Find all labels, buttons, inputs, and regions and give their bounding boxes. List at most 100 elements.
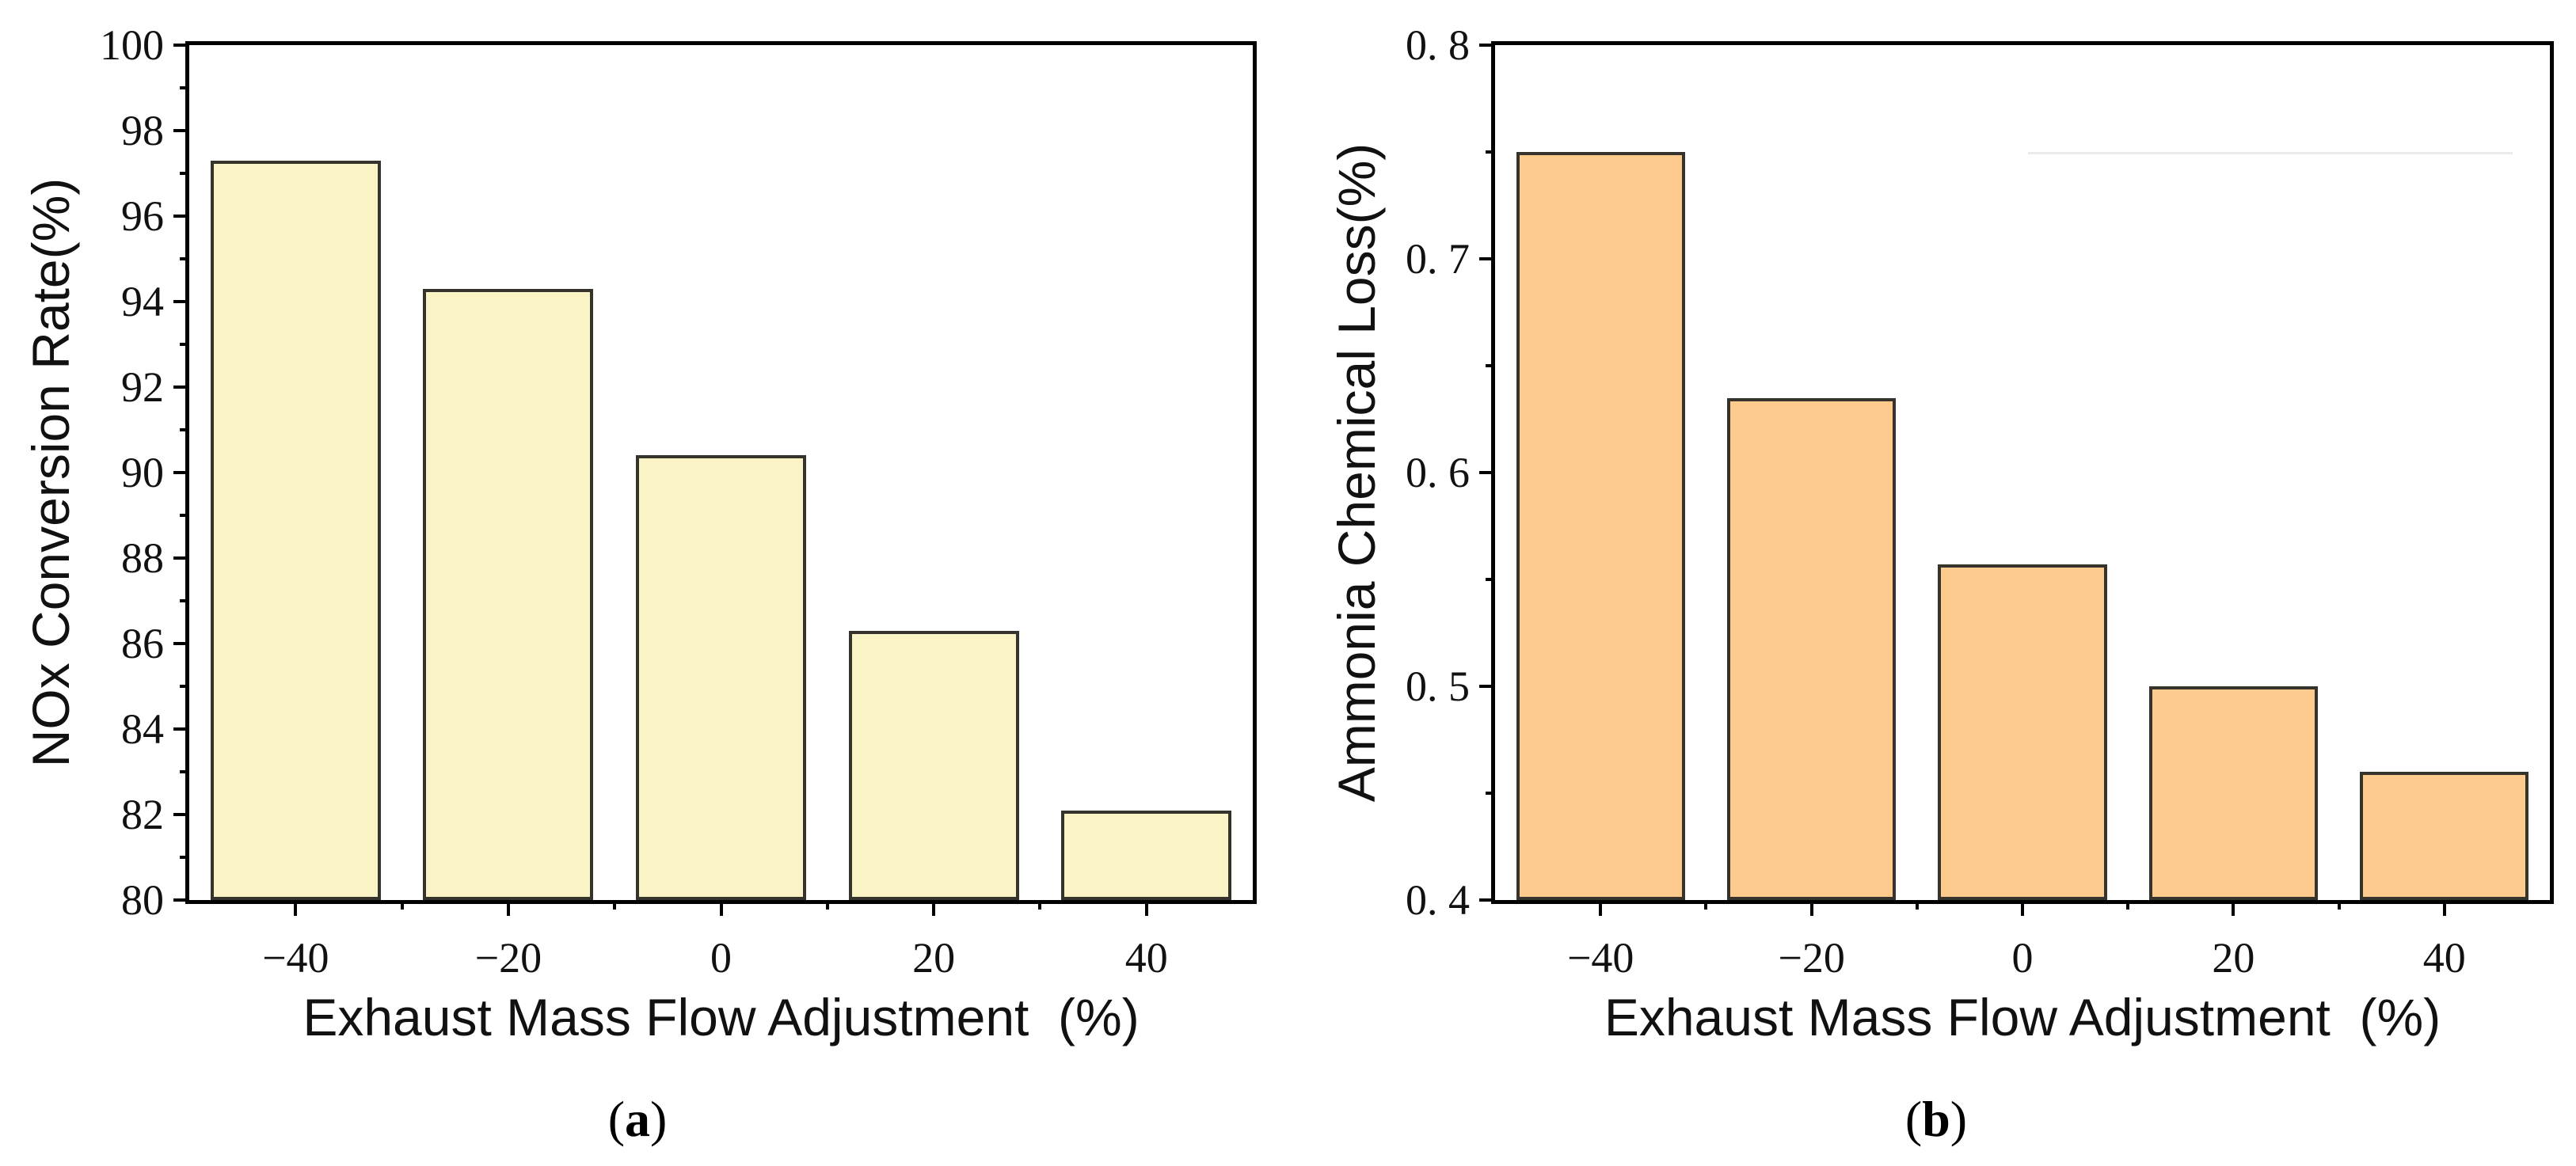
y-axis-major-tick bbox=[1479, 685, 1495, 688]
x-axis-major-tick bbox=[506, 900, 510, 916]
x-axis-tick-label: −20 bbox=[474, 934, 542, 982]
y-axis-minor-tick bbox=[180, 770, 189, 773]
bar-a-0 bbox=[636, 455, 806, 900]
x-axis-major-tick bbox=[719, 900, 723, 916]
panel-a-x-axis-title: Exhaust Mass Flow Adjustment (%) bbox=[302, 988, 1140, 1046]
y-axis-major-tick bbox=[173, 727, 189, 731]
x-axis-minor-tick bbox=[1038, 900, 1042, 910]
x-axis-tick-label: −20 bbox=[1778, 934, 1845, 982]
y-axis-tick-label: 90 bbox=[121, 449, 164, 496]
y-axis-tick-label: 92 bbox=[121, 363, 164, 411]
bar-a-40 bbox=[1061, 810, 1232, 900]
y-axis-minor-tick bbox=[180, 86, 189, 89]
y-axis-major-tick bbox=[173, 215, 189, 218]
y-axis-minor-tick bbox=[1486, 364, 1495, 367]
y-axis-minor-tick bbox=[180, 856, 189, 859]
y-axis-major-tick bbox=[173, 471, 189, 474]
bar-b-−40 bbox=[1516, 152, 1685, 900]
y-axis-major-tick bbox=[1479, 44, 1495, 47]
artifact-line bbox=[2027, 152, 2513, 154]
x-axis-major-tick bbox=[2021, 900, 2024, 916]
bar-b-−20 bbox=[1727, 397, 1897, 900]
y-axis-tick-label: 0. 6 bbox=[1406, 449, 1470, 496]
x-axis-major-tick bbox=[1809, 900, 1813, 916]
y-axis-tick-label: 100 bbox=[100, 21, 164, 69]
bar-a-20 bbox=[848, 630, 1019, 900]
y-axis-tick-label: 82 bbox=[121, 791, 164, 838]
panel-a-plot-frame: NOx Conversion Rate(%) Exhaust Mass Flow… bbox=[21, 24, 1257, 1046]
y-axis-major-tick bbox=[173, 44, 189, 47]
bar-a-−40 bbox=[210, 160, 381, 900]
y-axis-major-tick bbox=[173, 642, 189, 645]
x-axis-minor-tick bbox=[1915, 900, 1919, 910]
y-axis-tick-label: 96 bbox=[121, 192, 164, 240]
x-axis-tick-label: 0 bbox=[2011, 934, 2034, 982]
y-axis-major-tick bbox=[173, 813, 189, 816]
x-axis-tick-label: −40 bbox=[1566, 934, 1634, 982]
panel-b-x-axis-title: Exhaust Mass Flow Adjustment (%) bbox=[1604, 988, 2441, 1046]
caption-a-open-paren: ( bbox=[607, 1091, 625, 1147]
caption-a-close-paren: ) bbox=[650, 1091, 668, 1147]
y-axis-minor-tick bbox=[180, 514, 189, 517]
y-axis-minor-tick bbox=[1486, 578, 1495, 581]
panel-a-y-axis-title: NOx Conversion Rate(%) bbox=[21, 177, 80, 768]
y-axis-minor-tick bbox=[1486, 792, 1495, 795]
x-axis-minor-tick bbox=[1704, 900, 1708, 910]
y-axis-tick-label: 0. 4 bbox=[1406, 876, 1470, 924]
y-axis-major-tick bbox=[173, 386, 189, 389]
y-axis-major-tick bbox=[1479, 471, 1495, 474]
x-axis-tick-label: 20 bbox=[912, 934, 956, 982]
caption-b-close-paren: ) bbox=[1950, 1091, 1968, 1147]
y-axis-major-tick bbox=[173, 129, 189, 132]
panel-a-caption: (a) bbox=[608, 1094, 668, 1145]
bar-a-−20 bbox=[423, 288, 594, 900]
y-axis-tick-label: 88 bbox=[121, 534, 164, 582]
y-axis-minor-tick bbox=[180, 257, 189, 260]
y-axis-minor-tick bbox=[180, 172, 189, 175]
x-axis-minor-tick bbox=[2337, 900, 2341, 910]
x-axis-major-tick bbox=[2232, 900, 2235, 916]
y-axis-tick-label: 98 bbox=[121, 107, 164, 154]
y-axis-tick-label: 94 bbox=[121, 278, 164, 325]
x-axis-tick-label: 20 bbox=[2212, 934, 2255, 982]
bar-b-0 bbox=[1938, 564, 2107, 900]
y-axis-tick-label: 80 bbox=[121, 876, 164, 924]
y-axis-minor-tick bbox=[180, 599, 189, 602]
y-axis-tick-label: 0. 8 bbox=[1406, 21, 1470, 69]
y-axis-major-tick bbox=[173, 300, 189, 303]
caption-b-open-paren: ( bbox=[1904, 1091, 1923, 1147]
y-axis-tick-label: 0. 7 bbox=[1406, 235, 1470, 283]
y-axis-major-tick bbox=[173, 556, 189, 560]
y-axis-major-tick bbox=[173, 898, 189, 902]
x-axis-tick-label: −40 bbox=[262, 934, 329, 982]
y-axis-major-tick bbox=[1479, 898, 1495, 902]
y-axis-minor-tick bbox=[180, 685, 189, 688]
x-axis-tick-label: 40 bbox=[2422, 934, 2466, 982]
y-axis-minor-tick bbox=[180, 428, 189, 431]
bar-b-20 bbox=[2148, 686, 2318, 900]
x-axis-minor-tick bbox=[2126, 900, 2130, 910]
x-axis-major-tick bbox=[2442, 900, 2446, 916]
x-axis-major-tick bbox=[1599, 900, 1603, 916]
x-axis-minor-tick bbox=[825, 900, 829, 910]
x-axis-tick-label: 0 bbox=[710, 934, 732, 982]
y-axis-major-tick bbox=[1479, 257, 1495, 260]
x-axis-major-tick bbox=[1144, 900, 1148, 916]
y-axis-minor-tick bbox=[1486, 150, 1495, 154]
x-axis-tick-label: 40 bbox=[1124, 934, 1168, 982]
panel-b-caption: (b) bbox=[1905, 1094, 1967, 1145]
panel-b-y-axis-title: Ammonia Chemical Loss(%) bbox=[1327, 142, 1386, 803]
x-axis-major-tick bbox=[294, 900, 298, 916]
bar-b-40 bbox=[2360, 772, 2529, 900]
caption-b-letter: b bbox=[1922, 1091, 1950, 1147]
y-axis-tick-label: 86 bbox=[121, 620, 164, 667]
y-axis-minor-tick bbox=[180, 343, 189, 346]
y-axis-tick-label: 84 bbox=[121, 705, 164, 753]
caption-a-letter: a bbox=[625, 1091, 650, 1147]
x-axis-minor-tick bbox=[400, 900, 404, 910]
x-axis-minor-tick bbox=[613, 900, 617, 910]
panel-b-plot-frame: Ammonia Chemical Loss(%) Exhaust Mass Fl… bbox=[1327, 24, 2554, 1046]
y-axis-tick-label: 0. 5 bbox=[1406, 663, 1470, 710]
x-axis-major-tick bbox=[932, 900, 936, 916]
